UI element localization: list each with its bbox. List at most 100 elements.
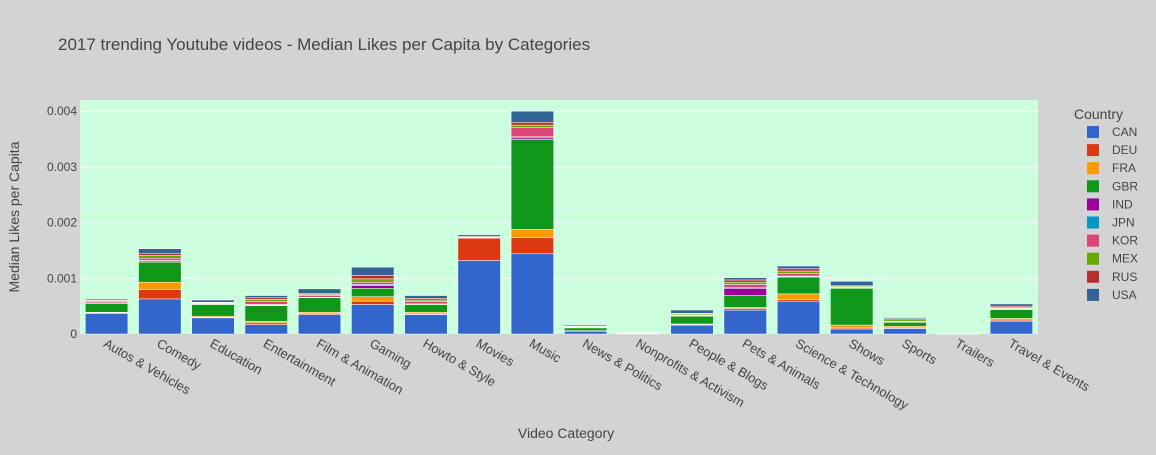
legend-swatch-usa[interactable]	[1087, 289, 1099, 301]
bar-segment-usa[interactable]	[830, 281, 873, 285]
bar-segment-gbr[interactable]	[351, 288, 394, 296]
bar-segment-fra[interactable]	[351, 297, 394, 301]
legend-swatch-jpn[interactable]	[1087, 217, 1099, 229]
bar-segment-kor[interactable]	[724, 284, 767, 287]
bar-segment-usa[interactable]	[990, 304, 1033, 306]
bar-segment-fra[interactable]	[511, 229, 554, 237]
bar-segment-usa[interactable]	[884, 318, 927, 319]
legend-label-mex[interactable]: MEX	[1112, 252, 1138, 266]
legend-label-gbr[interactable]: GBR	[1112, 179, 1138, 193]
bar-segment-usa[interactable]	[511, 111, 554, 122]
legend-label-usa[interactable]: USA	[1112, 288, 1137, 302]
bar-segment-usa[interactable]	[777, 266, 820, 269]
bar-segment-fra[interactable]	[245, 321, 288, 323]
bar-segment-ind[interactable]	[351, 286, 394, 289]
legend-swatch-gbr[interactable]	[1087, 180, 1099, 192]
bar-segment-can[interactable]	[724, 310, 767, 334]
bar-segment-kor[interactable]	[351, 282, 394, 284]
legend-label-can[interactable]: CAN	[1112, 125, 1137, 139]
bar-segment-usa[interactable]	[405, 296, 448, 299]
bar-segment-usa[interactable]	[564, 325, 607, 326]
bar-segment-deu[interactable]	[351, 301, 394, 304]
legend-label-deu[interactable]: DEU	[1112, 143, 1137, 157]
legend-swatch-can[interactable]	[1087, 126, 1099, 138]
bar-segment-gbr[interactable]	[884, 322, 927, 326]
bar-segment-can[interactable]	[458, 260, 501, 334]
bar-segment-can[interactable]	[245, 325, 288, 334]
bar-segment-rus[interactable]	[777, 269, 820, 271]
bar-segment-deu[interactable]	[458, 238, 501, 260]
bar-segment-fra[interactable]	[830, 325, 873, 328]
bar-segment-kor[interactable]	[511, 127, 554, 136]
legend-label-jpn[interactable]: JPN	[1112, 216, 1135, 230]
bar-segment-kor[interactable]	[245, 302, 288, 305]
bar-segment-can[interactable]	[990, 321, 1033, 334]
bar-segment-gbr[interactable]	[139, 262, 182, 282]
legend-label-ind[interactable]: IND	[1112, 197, 1133, 211]
legend-label-kor[interactable]: KOR	[1112, 234, 1138, 248]
bar-segment-usa[interactable]	[458, 235, 501, 237]
bar-segment-can[interactable]	[564, 331, 607, 334]
bar-segment-gbr[interactable]	[777, 278, 820, 294]
bar-segment-mex[interactable]	[245, 299, 288, 301]
bar-segment-can[interactable]	[671, 325, 714, 334]
legend-swatch-mex[interactable]	[1087, 253, 1099, 265]
bar-segment-gbr[interactable]	[671, 316, 714, 324]
bar-segment-gbr[interactable]	[192, 304, 235, 316]
bar-segment-mex[interactable]	[351, 279, 394, 282]
bar-segment-gbr[interactable]	[85, 303, 128, 312]
bar-segment-rus[interactable]	[245, 298, 288, 300]
bar-segment-gbr[interactable]	[405, 304, 448, 312]
bar-segment-mex[interactable]	[884, 320, 927, 322]
bar-segment-can[interactable]	[139, 299, 182, 334]
legend-label-fra[interactable]: FRA	[1112, 161, 1136, 175]
bar-segment-fra[interactable]	[777, 294, 820, 300]
bar-segment-usa[interactable]	[298, 289, 341, 293]
bar-segment-gbr[interactable]	[990, 309, 1033, 318]
bar-segment-gbr[interactable]	[245, 306, 288, 322]
bar-segment-can[interactable]	[351, 304, 394, 334]
bar-segment-usa[interactable]	[724, 278, 767, 280]
bar-segment-kor[interactable]	[298, 296, 341, 298]
legend-swatch-kor[interactable]	[1087, 235, 1099, 247]
bar-segment-fra[interactable]	[139, 282, 182, 289]
bar-segment-mex[interactable]	[777, 271, 820, 273]
legend-swatch-fra[interactable]	[1087, 162, 1099, 174]
bar-segment-can[interactable]	[511, 254, 554, 334]
bar-segment-deu[interactable]	[139, 289, 182, 298]
bar-segment-usa[interactable]	[245, 296, 288, 298]
bar-segment-can[interactable]	[298, 315, 341, 335]
bar-segment-kor[interactable]	[139, 258, 182, 260]
bar-segment-rus[interactable]	[511, 122, 554, 125]
bar-segment-usa[interactable]	[139, 249, 182, 253]
bar-segment-gbr[interactable]	[830, 288, 873, 325]
legend-swatch-ind[interactable]	[1087, 198, 1099, 210]
bar-segment-rus[interactable]	[405, 298, 448, 300]
bar-segment-rus[interactable]	[351, 276, 394, 279]
bar-segment-can[interactable]	[405, 315, 448, 335]
bar-segment-gbr[interactable]	[564, 328, 607, 331]
bar-segment-can[interactable]	[884, 328, 927, 334]
bar-segment-usa[interactable]	[671, 310, 714, 313]
bar-segment-deu[interactable]	[511, 238, 554, 254]
bar-segment-mex[interactable]	[405, 300, 448, 302]
bar-segment-can[interactable]	[192, 318, 235, 334]
bar-segment-kor[interactable]	[777, 273, 820, 276]
bar-segment-gbr[interactable]	[298, 298, 341, 312]
bar-segment-ind[interactable]	[724, 288, 767, 295]
bar-segment-usa[interactable]	[85, 299, 128, 300]
bar-segment-ind[interactable]	[511, 138, 554, 140]
bar-segment-gbr[interactable]	[724, 296, 767, 308]
bar-segment-fra[interactable]	[884, 326, 927, 328]
bar-segment-deu[interactable]	[245, 323, 288, 325]
bar-segment-mex[interactable]	[511, 125, 554, 127]
bar-segment-mex[interactable]	[139, 255, 182, 258]
bar-segment-mex[interactable]	[724, 282, 767, 284]
legend-swatch-deu[interactable]	[1087, 144, 1099, 156]
legend-label-rus[interactable]: RUS	[1112, 270, 1137, 284]
bar-segment-deu[interactable]	[777, 299, 820, 301]
bar-segment-fra[interactable]	[405, 312, 448, 314]
bar-segment-rus[interactable]	[139, 253, 182, 255]
bar-segment-deu[interactable]	[724, 308, 767, 310]
bar-segment-kor[interactable]	[405, 302, 448, 304]
